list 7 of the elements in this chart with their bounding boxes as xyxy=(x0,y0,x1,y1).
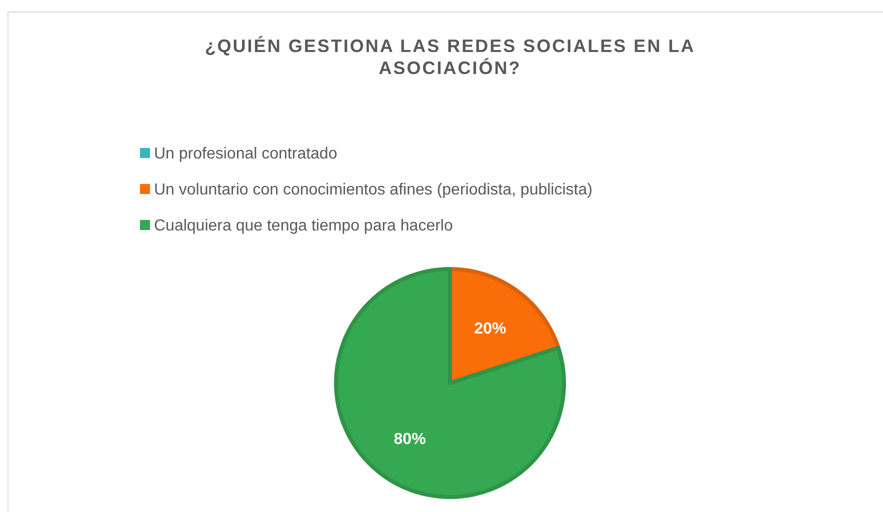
data-label: 20% xyxy=(474,320,506,338)
legend-label: Cualquiera que tenga tiempo para hacerlo xyxy=(154,218,453,235)
chart-title: ¿QUIÉN GESTIONA LAS REDES SOCIALES EN LA ASOCIACIÓN? xyxy=(204,36,696,78)
data-label: 80% xyxy=(394,430,426,448)
legend-label: Un profesional contratado xyxy=(154,146,338,163)
pie-slice xyxy=(334,267,566,499)
legend-label: Un voluntario con conocimientos afines (periodista, publicista) xyxy=(154,182,592,199)
